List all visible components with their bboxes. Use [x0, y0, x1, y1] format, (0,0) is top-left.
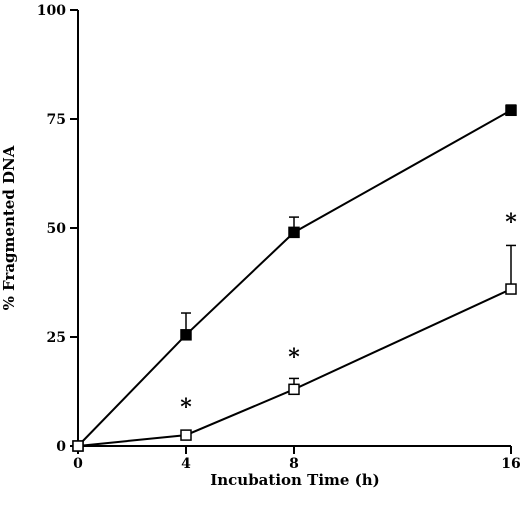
filled-square-marker — [180, 329, 192, 341]
series-line — [77, 288, 512, 447]
open-square-marker — [72, 440, 84, 452]
open-square-marker — [288, 383, 300, 396]
open-square-marker — [180, 429, 192, 441]
filled-square-marker — [288, 226, 300, 239]
filled-square-marker — [505, 104, 517, 117]
y-axis-title: % Fragmented DNA — [0, 145, 18, 310]
y-tick-label: 50 — [47, 221, 67, 237]
series-1 — [72, 104, 517, 452]
series — [72, 104, 517, 452]
x-tick-label: 8 — [289, 456, 299, 472]
x-tick-label: 0 — [73, 456, 83, 472]
series-line — [77, 109, 512, 447]
y-tick-label: 75 — [47, 112, 66, 128]
x-tick-label: 4 — [181, 456, 191, 472]
x-axis-title: Incubation Time (h) — [210, 471, 380, 489]
ticks: 0 25 50 75 100 0 4 8 16 — [37, 3, 520, 472]
open-square-marker — [505, 283, 517, 295]
annotations: * * * — [180, 209, 517, 420]
series-2 — [72, 244, 517, 452]
significance-asterisk: * — [505, 209, 517, 235]
x-tick-label: 16 — [501, 456, 520, 472]
y-tick-label: 0 — [56, 439, 66, 455]
y-tick-label: 25 — [47, 330, 66, 346]
y-tick-label: 100 — [37, 3, 66, 19]
significance-asterisk: * — [180, 395, 192, 421]
significance-asterisk: * — [288, 344, 300, 370]
